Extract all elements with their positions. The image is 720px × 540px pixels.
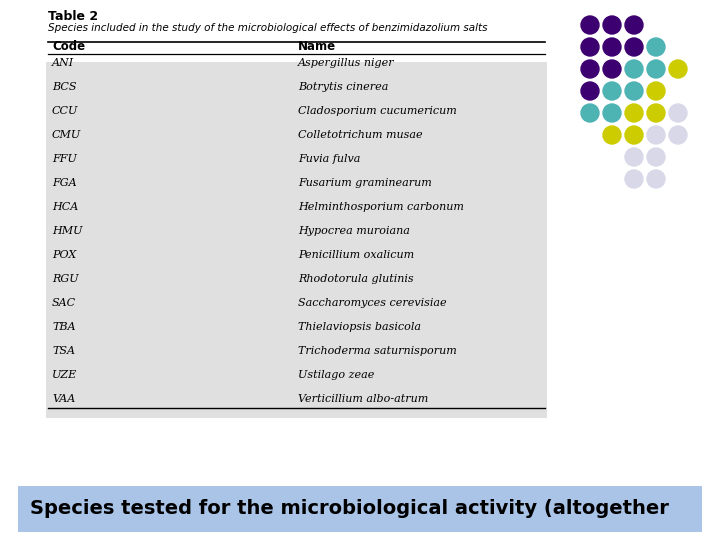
Circle shape (603, 82, 621, 100)
FancyBboxPatch shape (46, 62, 547, 418)
Circle shape (669, 104, 687, 122)
Text: Trichoderma saturnisporum: Trichoderma saturnisporum (298, 346, 456, 356)
Text: TSA: TSA (52, 346, 75, 356)
Text: UZE: UZE (52, 370, 77, 380)
Text: Name: Name (298, 40, 336, 53)
Circle shape (625, 104, 643, 122)
Text: Aspergillus niger: Aspergillus niger (298, 58, 395, 68)
Circle shape (625, 170, 643, 188)
Circle shape (625, 60, 643, 78)
Text: Species tested for the microbiological activity (altogether: Species tested for the microbiological a… (30, 500, 675, 518)
Text: CCU: CCU (52, 106, 78, 116)
Circle shape (647, 104, 665, 122)
Circle shape (625, 148, 643, 166)
Circle shape (647, 126, 665, 144)
Circle shape (603, 104, 621, 122)
Text: TBA: TBA (52, 322, 76, 332)
Text: Saccharomyces cerevisiae: Saccharomyces cerevisiae (298, 298, 446, 308)
Text: Code: Code (52, 40, 85, 53)
Circle shape (669, 126, 687, 144)
Text: Rhodotorula glutinis: Rhodotorula glutinis (298, 274, 413, 284)
Text: HMU: HMU (52, 226, 83, 236)
Text: FGA: FGA (52, 178, 76, 188)
Circle shape (581, 82, 599, 100)
Text: Table 2: Table 2 (48, 10, 98, 23)
Text: ANI: ANI (52, 58, 74, 68)
Circle shape (603, 60, 621, 78)
Circle shape (603, 126, 621, 144)
Circle shape (625, 82, 643, 100)
Text: RGU: RGU (52, 274, 78, 284)
Text: Cladosporium cucumericum: Cladosporium cucumericum (298, 106, 456, 116)
Text: Penicillium oxalicum: Penicillium oxalicum (298, 250, 414, 260)
Circle shape (647, 148, 665, 166)
Text: Botrytis cinerea: Botrytis cinerea (298, 82, 388, 92)
Text: BCS: BCS (52, 82, 76, 92)
Circle shape (647, 82, 665, 100)
Text: Hypocrea muroiana: Hypocrea muroiana (298, 226, 410, 236)
Text: Fusarium graminearum: Fusarium graminearum (298, 178, 432, 188)
Circle shape (581, 104, 599, 122)
Text: Ustilago zeae: Ustilago zeae (298, 370, 374, 380)
Text: VAA: VAA (52, 394, 76, 404)
Text: Species included in the study of the microbiological effects of benzimidazolium : Species included in the study of the mic… (48, 23, 487, 33)
Text: HCA: HCA (52, 202, 78, 212)
Circle shape (603, 16, 621, 34)
Text: FFU: FFU (52, 154, 77, 164)
Text: POX: POX (52, 250, 76, 260)
Circle shape (647, 170, 665, 188)
Text: CMU: CMU (52, 130, 81, 140)
Text: Helminthosporium carbonum: Helminthosporium carbonum (298, 202, 464, 212)
Circle shape (603, 38, 621, 56)
Circle shape (625, 16, 643, 34)
FancyBboxPatch shape (18, 486, 702, 532)
Circle shape (581, 16, 599, 34)
Circle shape (581, 38, 599, 56)
Text: Colletotrichum musae: Colletotrichum musae (298, 130, 423, 140)
Text: Fuvia fulva: Fuvia fulva (298, 154, 361, 164)
Circle shape (669, 60, 687, 78)
Circle shape (625, 38, 643, 56)
Text: Verticillium albo-atrum: Verticillium albo-atrum (298, 394, 428, 404)
Text: SAC: SAC (52, 298, 76, 308)
Circle shape (647, 60, 665, 78)
Circle shape (625, 126, 643, 144)
Circle shape (581, 60, 599, 78)
Circle shape (647, 38, 665, 56)
Text: Thielaviopsis basicola: Thielaviopsis basicola (298, 322, 421, 332)
